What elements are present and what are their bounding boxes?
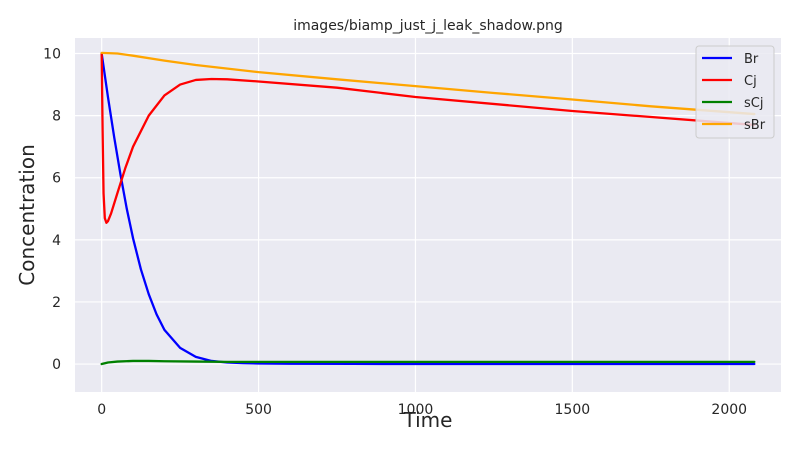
legend-box [695, 45, 775, 139]
chart-title: images/biamp_just_j_leak_shadow.png [293, 18, 563, 34]
legend-label-scj: sCj [744, 96, 763, 111]
y-tick-label: 10 [43, 47, 61, 63]
y-tick-label: 4 [52, 233, 61, 249]
x-tick-label: 1000 [398, 402, 434, 418]
tick-labels: 0 500 1000 1500 2000 0 2 4 6 8 10 [43, 47, 747, 418]
x-tick-label: 500 [245, 402, 272, 418]
series-line-br [100, 52, 756, 366]
legend-label-br: Br [744, 52, 759, 67]
legend-label-cj: Cj [744, 74, 757, 89]
legend-label-sbr: sBr [744, 118, 766, 133]
series-line-sbr [100, 51, 756, 116]
series-line-scj [100, 359, 756, 366]
series-lines [100, 51, 756, 366]
y-tick-label: 6 [52, 171, 61, 187]
y-tick-label: 8 [52, 109, 61, 125]
x-tick-label: 0 [97, 402, 106, 418]
y-tick-label: 0 [52, 357, 61, 373]
x-axis-label: Time [403, 408, 453, 432]
x-tick-label: 2000 [711, 402, 747, 418]
plot-area [75, 38, 781, 392]
series-line-cj [100, 52, 756, 224]
y-tick-label: 2 [52, 295, 61, 311]
y-axis-label: Concentration [15, 144, 39, 285]
x-tick-label: 1500 [555, 402, 591, 418]
legend: Br Cj sCj sBr [695, 45, 775, 139]
